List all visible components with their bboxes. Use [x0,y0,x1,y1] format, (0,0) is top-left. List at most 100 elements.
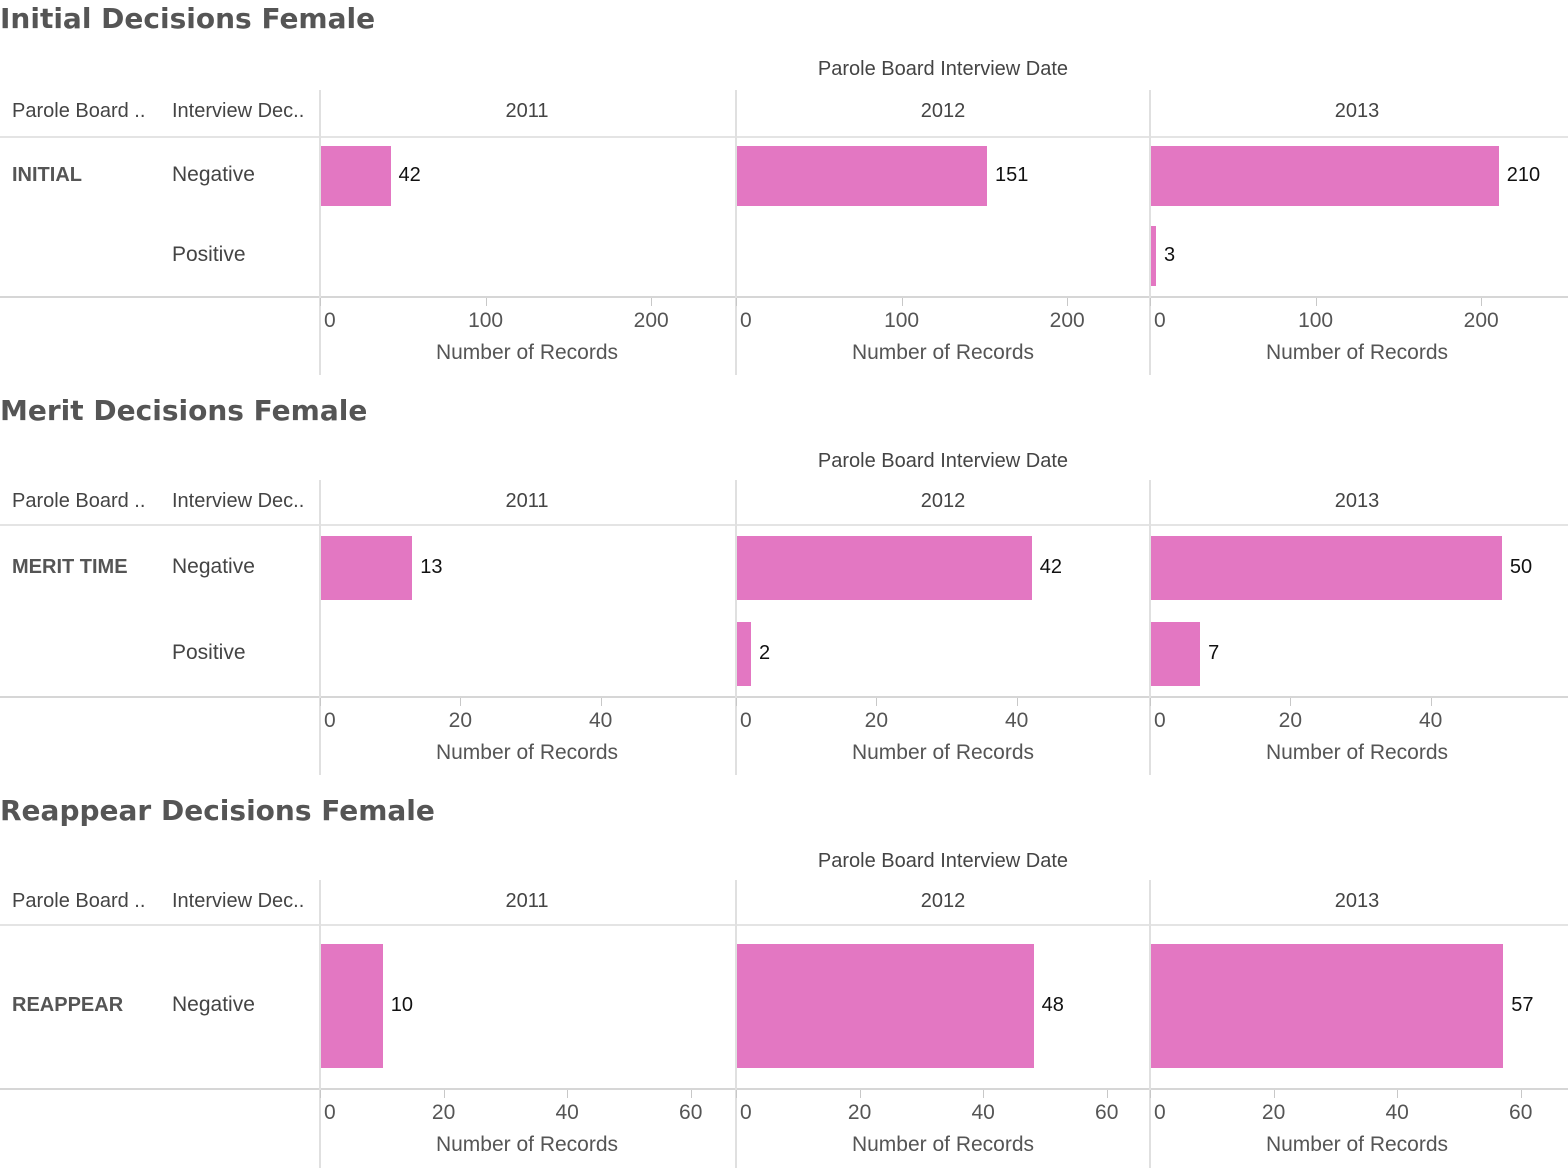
tick-label: 60 [1095,1101,1119,1124]
tick-mark [690,1090,692,1098]
tick-mark [1106,1090,1108,1098]
bar-value-label: 3 [1163,244,1176,266]
year-header[interactable]: 2013 [1334,890,1380,912]
tick-label: 20 [1278,709,1303,732]
header-interview-decision[interactable]: Interview Dec.. [172,490,305,512]
axis-title: Number of Records [435,1133,619,1156]
panel-separator [735,480,737,775]
section-title: Merit Decisions Female [0,394,368,427]
axis-divider [0,296,1568,298]
year-header[interactable]: 2012 [920,490,966,512]
bar-value-label: 13 [420,556,443,578]
tick-label: 0 [324,1101,336,1124]
tick-label: 60 [1509,1101,1533,1124]
row-group-label: MERIT TIME [12,556,128,578]
tick-mark [901,298,903,306]
bar-value-label: 42 [1039,556,1062,578]
bar-value-label: 151 [995,164,1029,186]
tick-mark [983,1090,985,1098]
header-parole-board[interactable]: Parole Board .. [12,490,146,512]
header-parole-board[interactable]: Parole Board .. [12,100,146,122]
bar-2013-negative[interactable] [1151,146,1499,206]
panel-separator [735,90,737,375]
tick-mark [460,698,462,706]
tick-mark [1273,1090,1275,1098]
tick-label: 20 [1261,1101,1286,1124]
bar-2011-negative[interactable] [321,146,391,206]
bar-2013-positive[interactable] [1151,622,1201,686]
header-interview-decision[interactable]: Interview Dec.. [172,100,305,122]
bar-2012-negative[interactable] [737,536,1032,600]
tick-label: 40 [971,1101,995,1124]
tick-label: 0 [1154,309,1166,332]
axis-title: Number of Records [1265,741,1449,764]
year-header[interactable]: 2013 [1334,490,1380,512]
tick-label: 20 [431,1101,456,1124]
bar-2012-positive[interactable] [737,622,752,686]
tick-label: 60 [679,1101,703,1124]
bar-2013-positive[interactable] [1151,226,1156,286]
tick-mark [1150,698,1151,706]
tick-mark [1067,298,1069,306]
tick-mark [600,698,602,706]
section-title: Initial Decisions Female [0,2,376,35]
section-title: Reappear Decisions Female [0,794,435,827]
axis-divider [0,696,1568,698]
header-interview-decision[interactable]: Interview Dec.. [172,890,305,912]
tick-mark [736,1090,737,1098]
tick-mark [1016,698,1018,706]
bar-value-label: 42 [398,164,421,186]
tick-label: 0 [740,309,752,332]
year-header[interactable]: 2011 [505,100,549,122]
tick-label: 0 [324,709,336,732]
tick-label: 20 [864,709,889,732]
axis-title: Number of Records [851,341,1035,364]
row-group-label: REAPPEAR [12,994,124,1016]
year-header[interactable]: 2011 [505,490,549,512]
tick-label: 0 [1154,709,1166,732]
tick-label: 100 [884,309,920,332]
bar-2011-negative[interactable] [321,944,383,1068]
year-header[interactable]: 2012 [920,100,966,122]
column-dimension-label: Parole Board Interview Date [817,58,1069,80]
bar-value-label: 210 [1506,164,1541,186]
tick-mark [1397,1090,1399,1098]
tick-label: 100 [468,309,504,332]
bar-2012-negative[interactable] [737,146,988,206]
panel-separator [735,880,737,1168]
tick-mark [1481,298,1483,306]
row-group-label: INITIAL [12,164,82,186]
panel-separator [319,880,321,1168]
tick-mark [736,698,737,706]
header-parole-board[interactable]: Parole Board .. [12,890,146,912]
bar-value-label: 57 [1511,994,1534,1016]
tick-label: 40 [1418,709,1443,732]
tick-mark [859,1090,861,1098]
axis-title: Number of Records [1265,341,1449,364]
tick-label: 0 [1154,1101,1166,1124]
bar-2011-negative[interactable] [321,536,413,600]
bar-2012-negative[interactable] [737,944,1034,1068]
bar-value-label: 48 [1041,994,1064,1016]
year-header[interactable]: 2011 [505,890,549,912]
year-header[interactable]: 2012 [920,890,966,912]
tick-mark [876,698,878,706]
axis-title: Number of Records [851,1133,1035,1156]
bar-value-label: 10 [390,994,414,1016]
tick-label: 100 [1298,309,1334,332]
tick-mark [736,298,737,306]
tick-mark [443,1090,445,1098]
bar-value-label: 50 [1509,556,1533,578]
year-header[interactable]: 2013 [1334,100,1380,122]
panel-separator [1149,90,1151,375]
bar-value-label: 2 [759,642,771,664]
tick-mark [1520,1090,1522,1098]
tick-mark [485,298,487,306]
tick-label: 20 [847,1101,872,1124]
tick-mark [651,298,653,306]
tick-mark [1150,1090,1151,1098]
tick-label: 0 [740,1101,752,1124]
bar-2013-negative[interactable] [1151,536,1502,600]
bar-2013-negative[interactable] [1151,944,1504,1068]
tick-label: 200 [1049,309,1085,332]
